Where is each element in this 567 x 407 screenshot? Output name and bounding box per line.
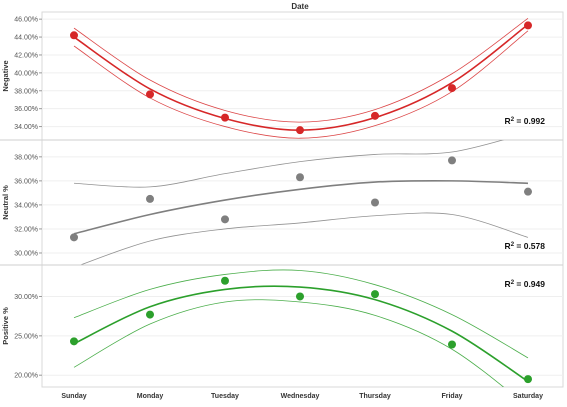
data-point-friday	[448, 340, 456, 349]
data-point-wednesday	[296, 292, 304, 301]
panel-neutral: 30.00% 32.00% 34.00% 36.00% 38.00% Neutral % R…	[0, 139, 563, 265]
y-tick-label: 36.00%	[14, 178, 38, 185]
data-point-thursday	[371, 290, 379, 299]
data-point-tuesday	[221, 276, 229, 285]
data-point-sunday	[70, 233, 78, 242]
panel-negative: 34.00% 36.00% 38.00% 40.00% 42.00% 44.00% 46.0…	[1, 17, 563, 139]
data-point-tuesday	[221, 215, 229, 224]
y-tick-label: 44.00%	[14, 35, 38, 42]
data-point-saturday	[524, 375, 532, 384]
x-tick-label-wednesday: Wednesday	[281, 393, 320, 400]
band-lower-line	[73, 299, 505, 387]
data-point-friday	[448, 156, 456, 165]
y-tick-label: 25.00%	[14, 333, 38, 340]
data-point-saturday	[524, 187, 532, 196]
data-point-tuesday	[221, 113, 229, 122]
band-upper-line	[73, 269, 529, 359]
r-squared-label: R2 = 0.992	[505, 116, 546, 126]
y-tick-label: 30.00%	[14, 250, 38, 257]
data-point-monday	[146, 194, 154, 203]
y-tick-label: 32.00%	[14, 226, 38, 233]
r-squared-label: R2 = 0.949	[505, 279, 546, 289]
data-point-wednesday	[296, 173, 304, 182]
band-upper-line	[73, 140, 505, 188]
data-point-thursday	[371, 198, 379, 207]
trend-line	[73, 285, 529, 383]
y-tick-label: 46.00%	[14, 17, 38, 24]
y-tick-label: 42.00%	[14, 52, 38, 59]
y-axis-label: Negative	[1, 60, 10, 91]
trend-line	[73, 23, 529, 131]
data-point-wednesday	[296, 126, 304, 135]
y-axis-label: Neutral %	[1, 185, 10, 220]
data-point-monday	[146, 310, 154, 319]
data-point-sunday	[70, 31, 78, 40]
y-tick-label: 34.00%	[14, 124, 38, 131]
panel-plot-area	[70, 17, 532, 139]
data-point-monday	[146, 90, 154, 99]
x-tick-label-friday: Friday	[441, 393, 462, 400]
y-axis-label: Positive %	[1, 307, 10, 345]
x-tick-label-thursday: Thursday	[359, 393, 391, 400]
chart-title: Date	[291, 2, 309, 11]
band-upper-line	[73, 17, 529, 123]
data-point-saturday	[524, 21, 532, 30]
y-tick-label: 30.00%	[14, 294, 38, 301]
y-tick-label: 34.00%	[14, 202, 38, 209]
y-tick-label: 20.00%	[14, 373, 38, 380]
plot-frame	[41, 11, 564, 388]
panel-plot-area	[70, 140, 532, 265]
trend-line	[73, 179, 529, 235]
data-point-friday	[448, 84, 456, 93]
x-tick-label-sunday: Sunday	[61, 393, 86, 400]
y-tick-label: 38.00%	[14, 88, 38, 95]
x-tick-label-saturday: Saturday	[513, 393, 543, 400]
data-point-thursday	[371, 111, 379, 120]
panel-plot-area	[70, 269, 532, 387]
data-point-sunday	[70, 337, 78, 346]
panel-positive: 20.00% 25.00% 30.00% Positive % R2 = 0.949	[0, 264, 563, 387]
y-tick-label: 40.00%	[14, 70, 38, 77]
y-tick-label: 38.00%	[14, 154, 38, 161]
band-lower-line	[79, 212, 529, 265]
x-tick-label-monday: Monday	[137, 393, 164, 400]
r-squared-label: R2 = 0.578	[505, 241, 546, 251]
x-tick-label-tuesday: Tuesday	[211, 393, 239, 400]
y-tick-label: 36.00%	[14, 106, 38, 113]
